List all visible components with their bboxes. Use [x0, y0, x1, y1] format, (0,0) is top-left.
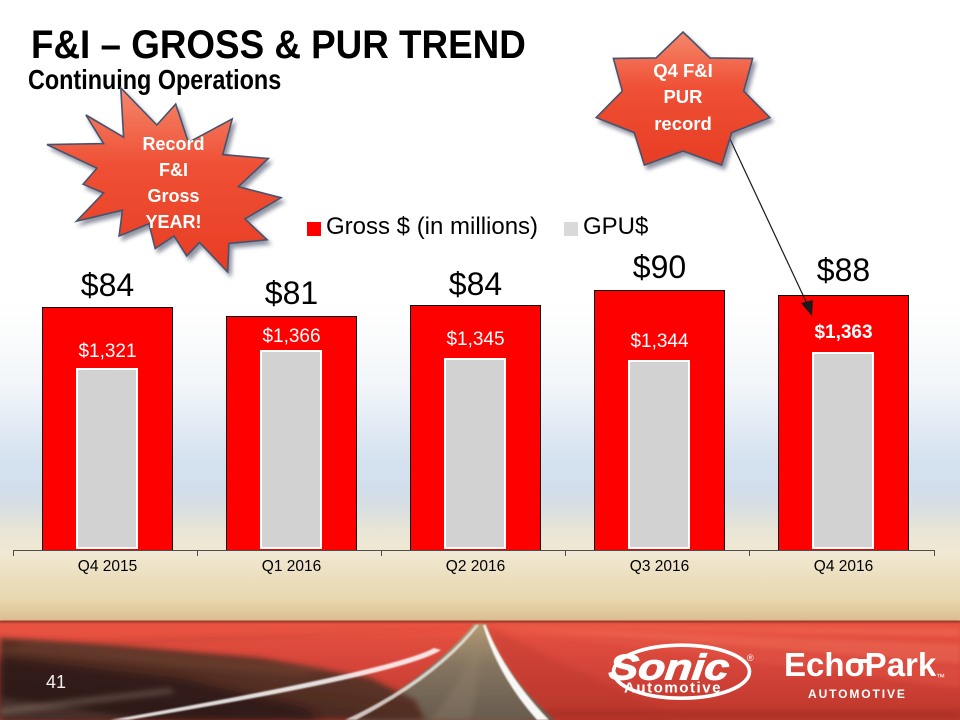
svg-text:Sonic: Sonic	[607, 647, 731, 688]
svg-text:Automotive: Automotive	[624, 680, 722, 697]
svg-text:®: ®	[747, 653, 754, 663]
